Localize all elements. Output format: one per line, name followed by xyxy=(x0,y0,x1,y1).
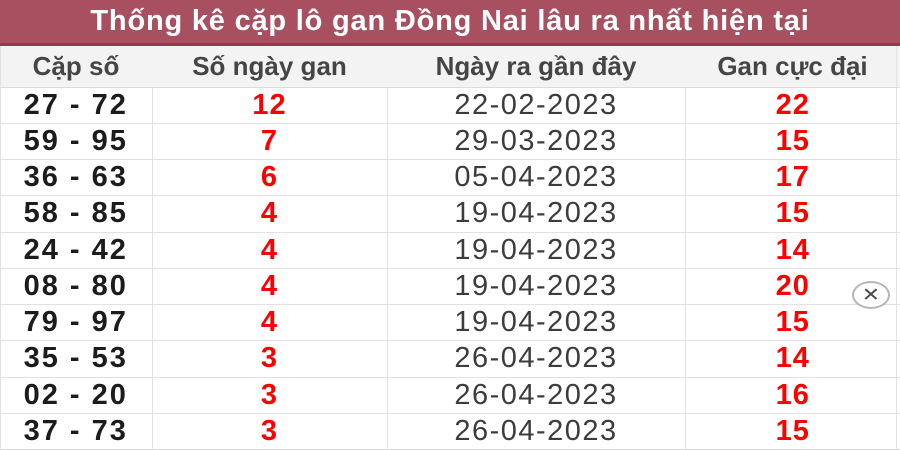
max-gan-cell: 15 xyxy=(684,303,900,341)
column-header-pair: Cặp số xyxy=(32,50,120,81)
table-row: 02 - 20 3 26-04-2023 16 xyxy=(0,376,900,414)
max-gan-cell: 16 xyxy=(684,376,900,414)
date-cell: 19-04-2023 xyxy=(386,231,685,269)
table-row: 35 - 53 3 26-04-2023 14 xyxy=(0,340,900,377)
max-gan-cell: 14 xyxy=(684,231,900,269)
pair-cell: 27 - 72 xyxy=(0,86,152,124)
max-gan-cell: 15 xyxy=(684,122,900,160)
max-gan-cell: 14 xyxy=(684,340,900,377)
date-cell: 05-04-2023 xyxy=(386,158,685,196)
close-icon: ✕ xyxy=(861,284,881,306)
page-title: Thống kê cặp lô gan Đồng Nai lâu ra nhất… xyxy=(90,5,810,37)
max-gan-cell: 17 xyxy=(684,158,900,196)
gan-stats-table: Cặp số Số ngày gan Ngày ra gần đây Gan c… xyxy=(0,46,900,450)
max-gan-cell: 15 xyxy=(684,195,900,232)
days-cell: 3 xyxy=(151,412,387,450)
max-gan-cell: 15 xyxy=(684,412,900,450)
pair-cell: 58 - 85 xyxy=(0,195,152,232)
days-cell: 6 xyxy=(151,158,387,196)
table-row: 59 - 95 7 29-03-2023 15 xyxy=(0,122,900,160)
pair-cell: 02 - 20 xyxy=(0,376,152,414)
table-row: 24 - 42 4 19-04-2023 14 xyxy=(0,231,900,269)
pair-cell: 37 - 73 xyxy=(0,412,152,450)
table-left-border xyxy=(0,46,1,450)
pair-cell: 79 - 97 xyxy=(0,303,152,341)
panel-title-bar: Thống kê cặp lô gan Đồng Nai lâu ra nhất… xyxy=(0,0,900,46)
date-cell: 19-04-2023 xyxy=(386,195,685,232)
table-header-row: Cặp số Số ngày gan Ngày ra gần đây Gan c… xyxy=(0,46,900,87)
table-row: 79 - 97 4 19-04-2023 15 xyxy=(0,303,900,341)
days-cell: 12 xyxy=(151,86,387,124)
days-cell: 4 xyxy=(151,267,387,305)
pair-cell: 59 - 95 xyxy=(0,122,152,160)
table-row: 37 - 73 3 26-04-2023 15 xyxy=(0,412,900,450)
days-cell: 4 xyxy=(151,231,387,269)
date-cell: 19-04-2023 xyxy=(386,303,685,341)
days-cell: 4 xyxy=(151,195,387,232)
close-button[interactable]: ✕ xyxy=(852,281,890,309)
days-cell: 3 xyxy=(151,340,387,377)
days-cell: 7 xyxy=(151,122,387,160)
date-cell: 26-04-2023 xyxy=(386,376,685,414)
date-cell: 26-04-2023 xyxy=(386,412,685,450)
column-header-days: Số ngày gan xyxy=(192,50,347,81)
date-cell: 19-04-2023 xyxy=(386,267,685,305)
max-gan-cell: 22 xyxy=(684,86,900,124)
table-row: 08 - 80 4 19-04-2023 20 xyxy=(0,267,900,305)
pair-cell: 24 - 42 xyxy=(0,231,152,269)
date-cell: 26-04-2023 xyxy=(386,340,685,377)
table-right-border xyxy=(896,46,897,450)
table-row: 36 - 63 6 05-04-2023 17 xyxy=(0,158,900,196)
pair-cell: 36 - 63 xyxy=(0,158,152,196)
pair-cell: 08 - 80 xyxy=(0,267,152,305)
days-cell: 3 xyxy=(151,376,387,414)
days-cell: 4 xyxy=(151,303,387,341)
column-header-max-gan: Gan cực đại xyxy=(717,50,868,81)
pair-cell: 35 - 53 xyxy=(0,340,152,377)
date-cell: 22-02-2023 xyxy=(386,86,685,124)
column-header-date: Ngày ra gần đây xyxy=(435,50,637,81)
table-row: 27 - 72 12 22-02-2023 22 xyxy=(0,86,900,124)
table-row: 58 - 85 4 19-04-2023 15 xyxy=(0,195,900,232)
date-cell: 29-03-2023 xyxy=(386,122,685,160)
